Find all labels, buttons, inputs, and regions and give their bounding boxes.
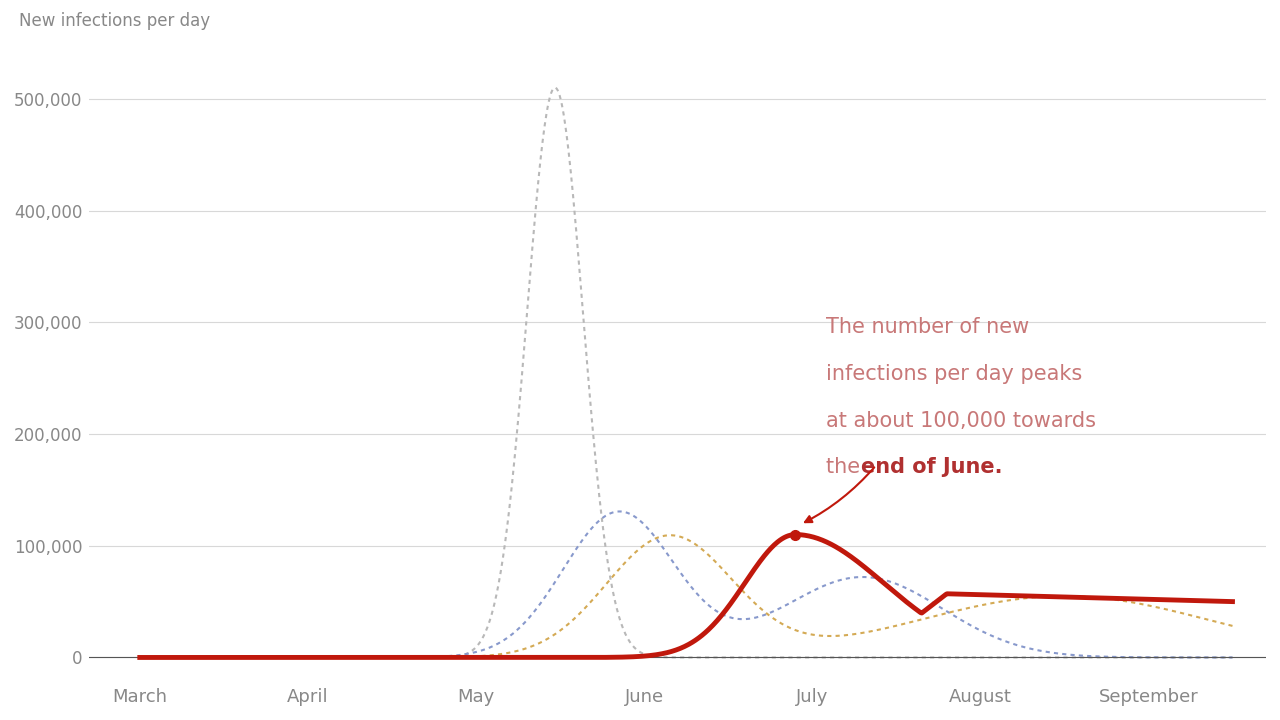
Text: the: the (826, 457, 867, 477)
Text: end of June.: end of June. (861, 457, 1002, 477)
Text: New infections per day: New infections per day (19, 12, 210, 30)
Text: at about 100,000 towards: at about 100,000 towards (826, 410, 1096, 431)
Text: The number of new: The number of new (826, 317, 1029, 337)
Text: infections per day peaks: infections per day peaks (826, 364, 1082, 384)
